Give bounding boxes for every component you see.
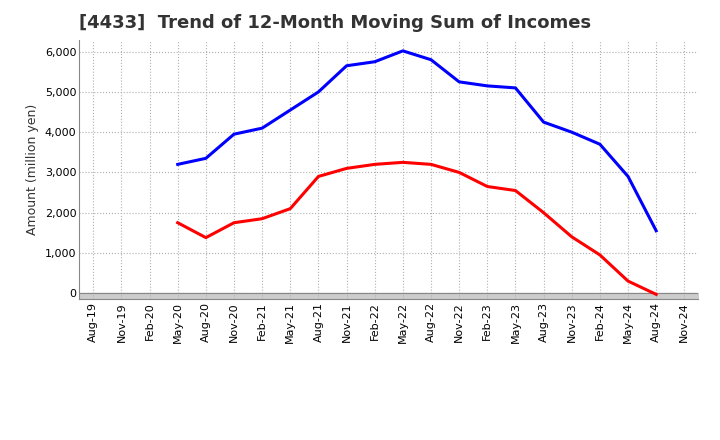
Ordinary Income <box>399 48 408 54</box>
Ordinary Income <box>314 89 323 95</box>
Net Income <box>539 210 548 215</box>
Net Income <box>455 170 464 175</box>
Net Income <box>314 174 323 179</box>
Ordinary Income <box>174 162 182 167</box>
Ordinary Income <box>624 174 632 179</box>
Net Income <box>567 234 576 239</box>
Ordinary Income <box>652 228 660 233</box>
Net Income <box>202 235 210 240</box>
Line: Net Income: Net Income <box>178 162 656 294</box>
Ordinary Income <box>567 129 576 135</box>
Net Income <box>595 252 604 257</box>
Text: [4433]  Trend of 12-Month Moving Sum of Incomes: [4433] Trend of 12-Month Moving Sum of I… <box>79 15 591 33</box>
Net Income <box>624 279 632 284</box>
Ordinary Income <box>511 85 520 91</box>
Net Income <box>258 216 266 221</box>
Ordinary Income <box>230 132 238 137</box>
Net Income <box>652 292 660 297</box>
Net Income <box>399 160 408 165</box>
Ordinary Income <box>370 59 379 64</box>
Line: Ordinary Income: Ordinary Income <box>178 51 656 231</box>
Ordinary Income <box>286 107 294 113</box>
Net Income <box>427 162 436 167</box>
Ordinary Income <box>595 142 604 147</box>
Net Income <box>342 166 351 171</box>
Ordinary Income <box>483 83 492 88</box>
Ordinary Income <box>539 120 548 125</box>
Net Income <box>174 220 182 225</box>
Y-axis label: Amount (million yen): Amount (million yen) <box>26 104 40 235</box>
Net Income <box>286 206 294 211</box>
Net Income <box>230 220 238 225</box>
Ordinary Income <box>258 125 266 131</box>
Net Income <box>370 162 379 167</box>
Ordinary Income <box>202 156 210 161</box>
Ordinary Income <box>427 57 436 62</box>
Ordinary Income <box>342 63 351 68</box>
Net Income <box>483 184 492 189</box>
Net Income <box>511 188 520 193</box>
Ordinary Income <box>455 79 464 84</box>
